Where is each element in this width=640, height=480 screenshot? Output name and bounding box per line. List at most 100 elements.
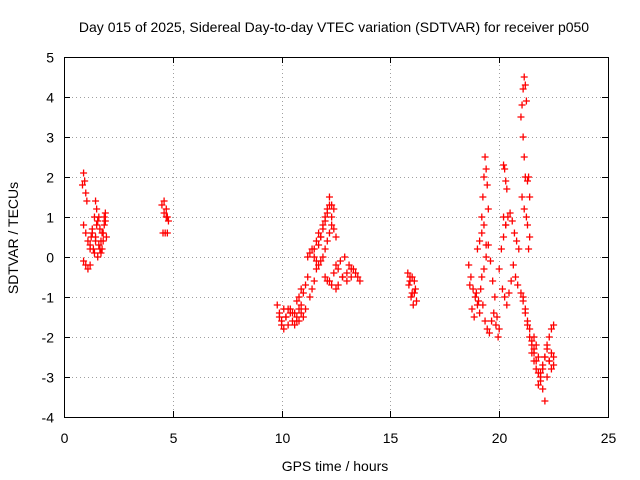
data-point xyxy=(93,205,101,213)
data-point xyxy=(101,209,109,217)
data-point xyxy=(545,357,553,365)
data-point xyxy=(495,325,503,333)
data-point xyxy=(510,229,518,237)
data-point xyxy=(308,285,316,293)
data-point xyxy=(278,321,286,329)
data-point xyxy=(514,281,522,289)
data-point xyxy=(467,273,475,281)
data-point xyxy=(521,305,529,313)
y-tick-label: 5 xyxy=(46,50,54,66)
data-point xyxy=(541,397,549,405)
data-point xyxy=(349,265,357,273)
data-point xyxy=(304,253,312,261)
data-point xyxy=(404,269,412,277)
data-point xyxy=(310,277,318,285)
data-point xyxy=(523,317,531,325)
data-point xyxy=(501,165,509,173)
data-point xyxy=(81,177,89,185)
data-point xyxy=(489,277,497,285)
data-point xyxy=(282,313,290,321)
data-point xyxy=(532,341,540,349)
data-point xyxy=(515,245,523,253)
data-point xyxy=(286,305,294,313)
data-point xyxy=(526,193,534,201)
data-point xyxy=(354,273,362,281)
data-point xyxy=(343,269,351,277)
data-point xyxy=(306,293,314,301)
data-point xyxy=(315,241,323,249)
data-point xyxy=(275,313,283,321)
data-point xyxy=(94,217,102,225)
data-point xyxy=(86,261,94,269)
data-point xyxy=(517,289,525,297)
x-axis-label: GPS time / hours xyxy=(282,458,389,474)
axis-ticks: 0 5 10 15 20 25 -4 -3 -2 -1 0 1 2 3 4 5 xyxy=(42,50,617,447)
data-point xyxy=(541,353,549,361)
data-point xyxy=(522,97,530,105)
data-point xyxy=(500,233,508,241)
data-point xyxy=(332,261,340,269)
y-tick-label: -1 xyxy=(42,290,55,306)
data-point xyxy=(317,257,325,265)
data-point xyxy=(280,325,288,333)
data-point xyxy=(93,221,101,229)
data-point xyxy=(468,305,476,313)
data-point xyxy=(512,273,520,281)
data-point xyxy=(519,85,527,93)
data-point xyxy=(545,333,553,341)
data-point xyxy=(302,281,310,289)
data-point xyxy=(413,297,421,305)
data-point xyxy=(82,229,90,237)
data-point xyxy=(100,221,108,229)
data-point xyxy=(543,345,551,353)
data-point xyxy=(302,305,310,313)
data-point xyxy=(291,321,299,329)
data-point xyxy=(97,249,105,257)
data-point xyxy=(502,177,510,185)
data-point xyxy=(332,233,340,241)
data-point xyxy=(83,197,91,205)
data-point xyxy=(295,293,303,301)
data-point xyxy=(407,293,415,301)
data-point xyxy=(336,257,344,265)
data-point xyxy=(525,245,533,253)
data-point xyxy=(517,113,525,121)
data-point xyxy=(522,213,530,221)
data-point xyxy=(495,265,503,273)
data-point xyxy=(310,253,318,261)
data-point xyxy=(503,185,511,193)
data-point xyxy=(539,385,547,393)
data-point xyxy=(405,281,413,289)
y-axis-label: SDTVAR / TECUs xyxy=(5,182,21,294)
data-point xyxy=(513,237,521,245)
x-tick-label: 20 xyxy=(492,430,508,446)
data-point xyxy=(520,205,528,213)
data-point xyxy=(490,309,498,317)
data-point xyxy=(102,233,110,241)
data-point xyxy=(334,281,342,289)
data-point xyxy=(312,237,320,245)
y-tick-label: -4 xyxy=(42,410,55,426)
data-point xyxy=(94,253,102,261)
data-point xyxy=(478,229,486,237)
data-point xyxy=(315,229,323,237)
data-point xyxy=(297,285,305,293)
plot-frame xyxy=(64,57,609,418)
data-point xyxy=(330,225,338,233)
data-point xyxy=(465,261,473,269)
data-point xyxy=(525,173,533,181)
data-point xyxy=(502,221,510,229)
data-point xyxy=(484,205,492,213)
data-point xyxy=(520,153,528,161)
data-point xyxy=(485,329,493,337)
data-point xyxy=(518,101,526,109)
data-point xyxy=(508,217,516,225)
data-point xyxy=(482,241,490,249)
data-point xyxy=(328,281,336,289)
data-point xyxy=(325,229,333,237)
data-point xyxy=(82,189,90,197)
data-point xyxy=(162,205,170,213)
data-point xyxy=(319,221,327,229)
data-point xyxy=(341,253,349,261)
